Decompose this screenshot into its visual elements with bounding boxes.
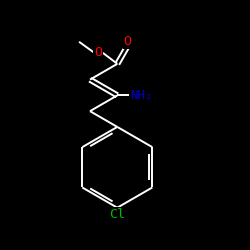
Text: Cl: Cl (109, 208, 125, 221)
Text: NH₂: NH₂ (130, 89, 152, 102)
Text: O: O (124, 34, 132, 48)
Text: O: O (94, 46, 102, 59)
